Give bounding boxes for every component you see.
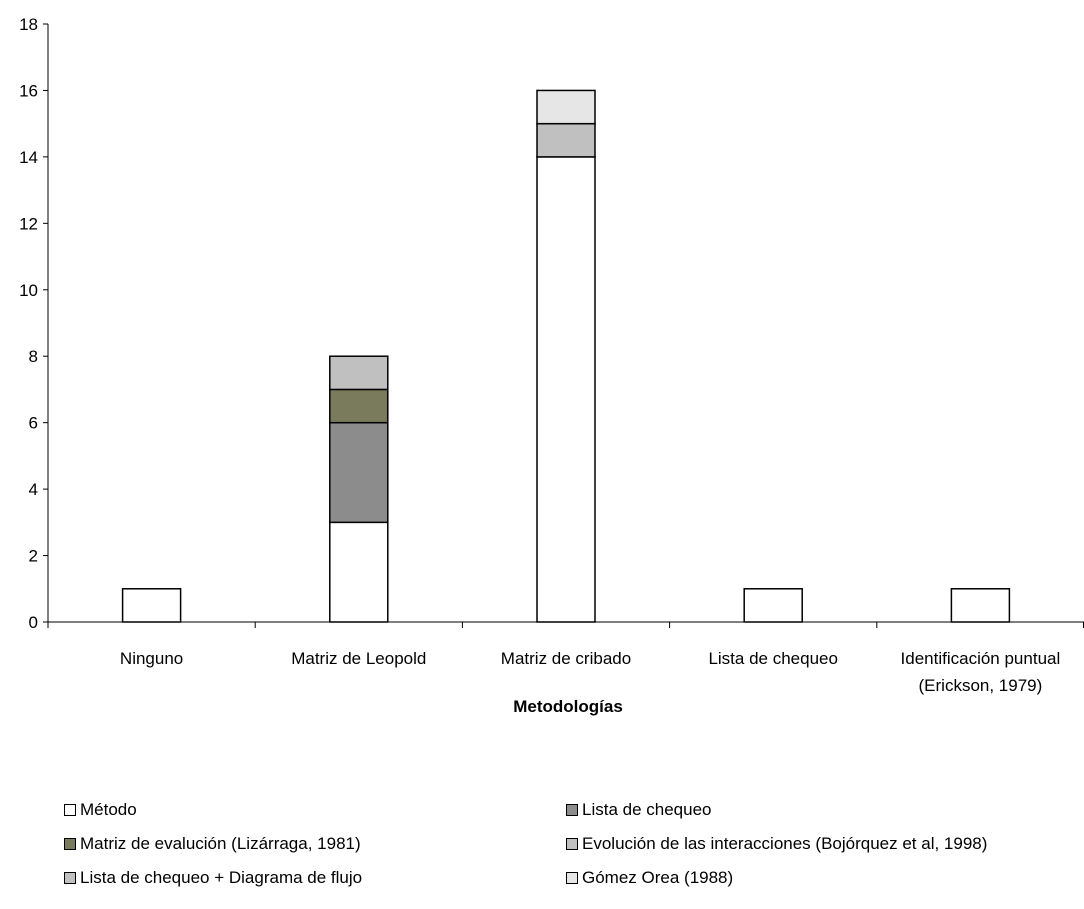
legend-label: Gómez Orea (1988): [582, 868, 734, 887]
bar-segment: [329, 421, 389, 524]
y-tick-label: 0: [29, 613, 38, 632]
y-axis: 0 2 4 6 8 10 12 14 16 18: [19, 15, 49, 632]
x-tick-label: Matriz de Leopold: [291, 649, 426, 668]
bar-segment: [121, 588, 182, 623]
bar-segment: [950, 588, 1011, 623]
legend-item: Evolución de las interacciones (Bojórque…: [566, 834, 987, 854]
legend-swatch: [566, 803, 578, 816]
x-tick-label-line: Identificación puntual: [901, 649, 1061, 668]
chart: 0 2 4 6 8 10 12 14 16 18 Ninguno Matriz de Leopold…: [19, 15, 1084, 716]
legend-label: Método: [80, 800, 137, 819]
legend-item: Lista de chequeo + Diagrama de flujo: [64, 868, 362, 888]
y-tick-label: 18: [19, 15, 38, 34]
x-tick-label-line: Matriz de Leopold: [291, 649, 426, 668]
legend-item: Matriz de evalución (Lizárraga, 1981): [64, 834, 361, 854]
x-tick-label: Matriz de cribado: [501, 649, 631, 668]
y-tick-label: 8: [29, 347, 38, 366]
x-tick-label-line: (Erickson, 1979): [919, 676, 1043, 695]
legend-item: Método: [64, 800, 137, 820]
y-tick-label: 2: [29, 547, 38, 566]
bars: [121, 89, 1011, 623]
bar-segment: [536, 156, 596, 623]
legend-label: Matriz de evalución (Lizárraga, 1981): [80, 834, 361, 853]
legend-swatch: [566, 871, 578, 884]
x-tick-label-line: Ninguno: [120, 649, 183, 668]
legend-label: Evolución de las interacciones (Bojórque…: [582, 834, 988, 853]
x-axis: Ninguno Matriz de Leopold Matriz de cribad…: [47, 621, 1084, 695]
legend-label: Lista de chequeo: [582, 800, 712, 819]
bar-segment: [329, 388, 389, 424]
y-tick-label: 10: [19, 281, 38, 300]
y-tick-label: 4: [29, 480, 38, 499]
legend-item: Gómez Orea (1988): [566, 868, 733, 888]
x-tick-label: Ninguno: [120, 649, 183, 668]
bar-segment: [329, 521, 389, 623]
x-tick-label-line: Matriz de cribado: [501, 649, 631, 668]
bar-segment: [743, 588, 803, 623]
legend-swatch: [566, 837, 578, 850]
y-tick-label: 12: [19, 214, 38, 233]
y-tick-label: 16: [19, 81, 38, 100]
legend-label: Lista de chequeo + Diagrama de flujo: [80, 868, 363, 887]
bar-segment: [329, 355, 389, 391]
legend-swatch: [64, 871, 76, 884]
x-tick-label-line: Lista de chequeo: [708, 649, 838, 668]
x-tick-label: Lista de chequeo: [708, 649, 838, 668]
x-axis-label: Metodologías: [513, 697, 623, 716]
legend-item: Lista de chequeo: [566, 800, 712, 820]
legend-swatch: [64, 803, 76, 816]
y-tick-label: 6: [29, 414, 38, 433]
x-tick-label: Identificación puntual (Erickson, 1979): [901, 649, 1061, 695]
legend-swatch: [64, 837, 76, 850]
bar-segment: [536, 122, 596, 158]
y-tick-label: 14: [19, 148, 38, 167]
bar-segment: [536, 89, 596, 125]
